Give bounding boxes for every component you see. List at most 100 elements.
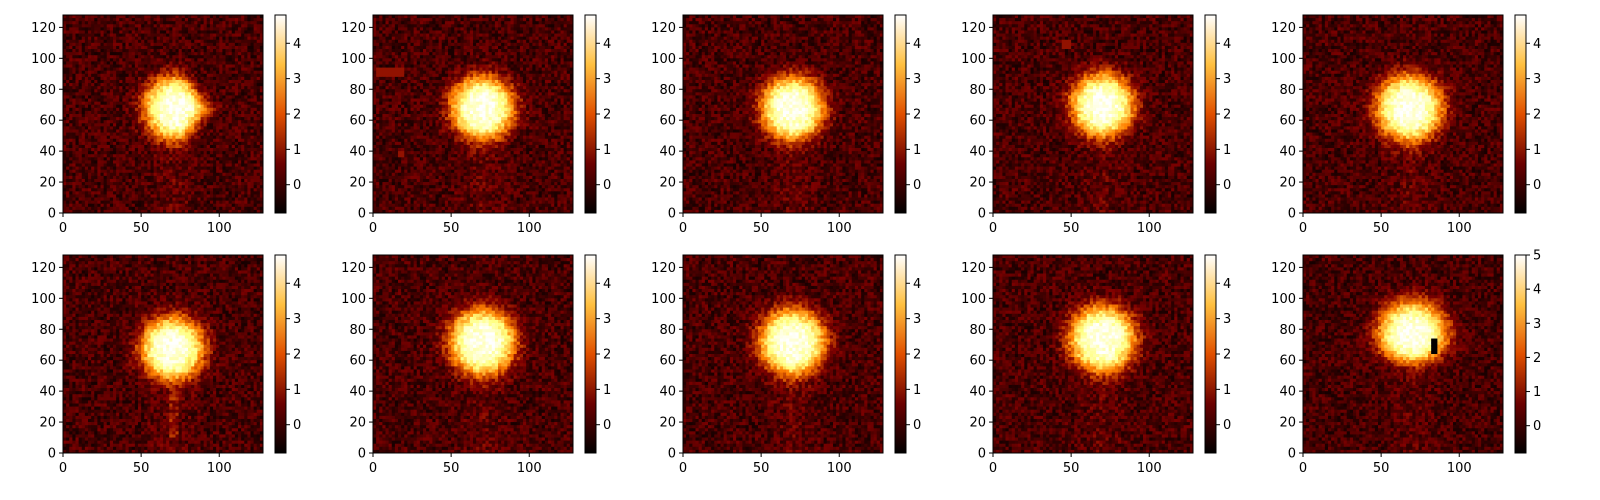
y-tick-label: 120 bbox=[1271, 261, 1296, 276]
colorbar-tick-label: 3 bbox=[603, 312, 611, 327]
y-tick-label: 120 bbox=[31, 21, 56, 36]
y-tick-label: 0 bbox=[358, 447, 366, 462]
heatmap-image bbox=[993, 15, 1193, 213]
colorbar-tick-label: 0 bbox=[293, 418, 301, 433]
y-tick-label: 120 bbox=[341, 261, 366, 276]
y-tick-label: 60 bbox=[659, 114, 676, 129]
colorbar bbox=[585, 15, 596, 213]
y-tick-label: 80 bbox=[659, 83, 676, 98]
x-tick-label: 100 bbox=[1447, 461, 1472, 476]
colorbar-tick-label: 4 bbox=[913, 277, 921, 292]
x-tick-label: 50 bbox=[443, 221, 460, 236]
y-tick-label: 40 bbox=[349, 145, 366, 160]
colorbar-tick-label: 3 bbox=[1223, 72, 1231, 87]
x-tick-label: 0 bbox=[369, 221, 377, 236]
y-tick-label: 0 bbox=[978, 207, 986, 222]
colorbar-tick-label: 0 bbox=[1223, 178, 1231, 193]
colorbar-tick-label: 1 bbox=[1223, 143, 1231, 158]
x-tick-label: 0 bbox=[369, 461, 377, 476]
x-tick-label: 0 bbox=[989, 221, 997, 236]
y-tick-label: 20 bbox=[349, 416, 366, 431]
x-tick-label: 50 bbox=[133, 221, 150, 236]
y-tick-label: 80 bbox=[1279, 83, 1296, 98]
x-tick-label: 0 bbox=[989, 461, 997, 476]
colorbar-tick-label: 2 bbox=[913, 348, 921, 363]
y-tick-label: 60 bbox=[969, 354, 986, 369]
y-tick-label: 20 bbox=[1279, 176, 1296, 191]
y-tick-label: 120 bbox=[1271, 21, 1296, 36]
x-tick-label: 100 bbox=[1447, 221, 1472, 236]
y-tick-label: 100 bbox=[961, 292, 986, 307]
colorbar-tick-label: 3 bbox=[913, 312, 921, 327]
y-tick-label: 60 bbox=[1279, 114, 1296, 129]
y-tick-label: 60 bbox=[349, 354, 366, 369]
colorbar-tick-label: 2 bbox=[293, 348, 301, 363]
y-tick-label: 20 bbox=[39, 416, 56, 431]
y-tick-label: 60 bbox=[349, 114, 366, 129]
y-tick-label: 60 bbox=[39, 354, 56, 369]
y-tick-label: 120 bbox=[651, 21, 676, 36]
colorbar-tick-label: 0 bbox=[293, 178, 301, 193]
y-tick-label: 40 bbox=[39, 145, 56, 160]
y-tick-label: 120 bbox=[651, 261, 676, 276]
colorbar-tick-label: 4 bbox=[603, 277, 611, 292]
heatmap-image bbox=[373, 255, 573, 453]
y-tick-label: 100 bbox=[651, 292, 676, 307]
colorbar-tick-label: 2 bbox=[1533, 108, 1541, 123]
colorbar-tick-label: 3 bbox=[1533, 317, 1541, 332]
colorbar-tick-label: 2 bbox=[1223, 108, 1231, 123]
y-tick-label: 40 bbox=[39, 385, 56, 400]
x-tick-label: 50 bbox=[1063, 221, 1080, 236]
y-tick-label: 20 bbox=[1279, 416, 1296, 431]
colorbar-tick-label: 0 bbox=[603, 178, 611, 193]
y-tick-label: 80 bbox=[659, 323, 676, 338]
y-tick-label: 20 bbox=[969, 416, 986, 431]
y-tick-label: 100 bbox=[31, 292, 56, 307]
x-tick-label: 100 bbox=[517, 461, 542, 476]
y-tick-label: 20 bbox=[39, 176, 56, 191]
y-tick-label: 100 bbox=[341, 52, 366, 67]
y-tick-label: 0 bbox=[1288, 207, 1296, 222]
y-tick-label: 60 bbox=[39, 114, 56, 129]
y-tick-label: 0 bbox=[1288, 447, 1296, 462]
y-tick-label: 100 bbox=[1271, 52, 1296, 67]
y-tick-label: 100 bbox=[961, 52, 986, 67]
colorbar-tick-label: 2 bbox=[1223, 348, 1231, 363]
colorbar bbox=[585, 255, 596, 453]
y-tick-label: 40 bbox=[969, 145, 986, 160]
y-tick-label: 80 bbox=[969, 323, 986, 338]
colorbar-tick-label: 0 bbox=[1533, 419, 1541, 434]
x-tick-label: 0 bbox=[1299, 461, 1307, 476]
y-tick-label: 60 bbox=[1279, 354, 1296, 369]
colorbar-tick-label: 1 bbox=[293, 383, 301, 398]
colorbar bbox=[275, 255, 286, 453]
x-tick-label: 100 bbox=[827, 221, 852, 236]
colorbar bbox=[895, 255, 906, 453]
x-tick-label: 100 bbox=[207, 461, 232, 476]
colorbar-tick-label: 2 bbox=[603, 348, 611, 363]
colorbar-tick-label: 1 bbox=[913, 383, 921, 398]
y-tick-label: 80 bbox=[349, 83, 366, 98]
colorbar-tick-label: 4 bbox=[1223, 37, 1231, 52]
heatmap-image bbox=[63, 15, 263, 213]
colorbar-tick-label: 3 bbox=[293, 312, 301, 327]
y-tick-label: 60 bbox=[969, 114, 986, 129]
x-tick-label: 50 bbox=[1373, 221, 1390, 236]
y-tick-label: 80 bbox=[349, 323, 366, 338]
colorbar-tick-label: 5 bbox=[1533, 249, 1541, 264]
y-tick-label: 40 bbox=[659, 385, 676, 400]
x-tick-label: 50 bbox=[133, 461, 150, 476]
colorbar-tick-label: 1 bbox=[603, 383, 611, 398]
heatmap-image bbox=[63, 255, 263, 453]
colorbar-tick-label: 3 bbox=[1533, 72, 1541, 87]
y-tick-label: 60 bbox=[659, 354, 676, 369]
y-tick-label: 80 bbox=[969, 83, 986, 98]
x-tick-label: 0 bbox=[59, 221, 67, 236]
